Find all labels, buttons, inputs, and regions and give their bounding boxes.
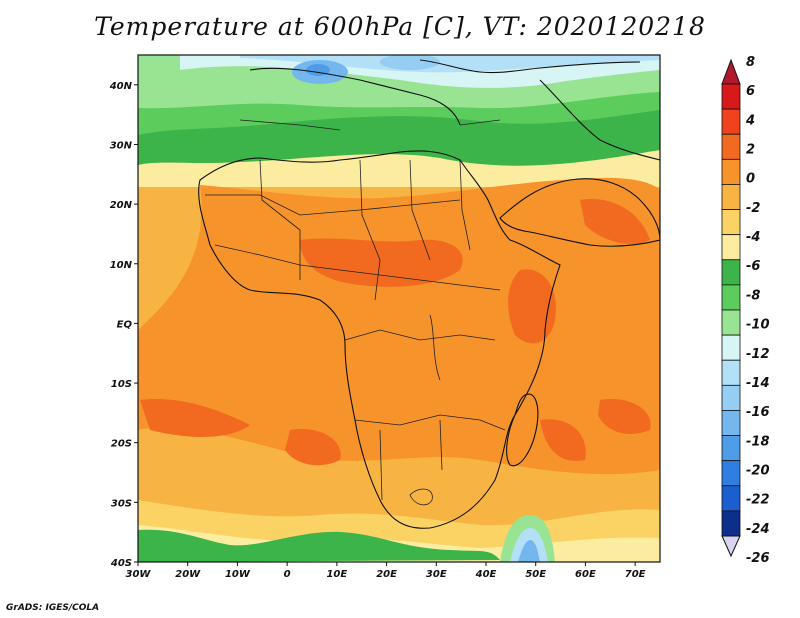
field-hot-indian-ocean	[598, 399, 651, 435]
lat-tick-label: 20S	[111, 439, 132, 450]
border-west	[259, 159, 301, 280]
colorbar-label: -26	[746, 551, 770, 566]
lat-tick-label: 30N	[110, 140, 133, 151]
lon-tick-label: 30E	[426, 569, 447, 580]
colorbar-swatch	[721, 485, 741, 512]
colorbar-label: -12	[746, 347, 770, 362]
lat-tick-label: 20N	[110, 200, 133, 211]
colorbar-label: -6	[746, 259, 760, 274]
colorbar-label: 2	[746, 143, 755, 158]
field-cold-core-2	[380, 55, 440, 70]
colorbar-swatch	[721, 435, 741, 462]
country-borders	[205, 119, 506, 506]
border-congo	[344, 329, 496, 341]
colorbar-swatch	[721, 359, 741, 386]
mediterranean-north-coast	[249, 67, 461, 126]
border-central	[409, 159, 431, 261]
colorbar-swatch	[721, 384, 741, 411]
border-south-vertical	[379, 419, 443, 501]
colorbar-label: -8	[746, 288, 760, 303]
lon-tick-label: 10E	[326, 569, 347, 580]
colorbar-swatch	[721, 334, 741, 361]
colorbar-swatch	[721, 108, 741, 135]
lon-tick-label: 20W	[175, 569, 201, 580]
field-hot-sahel	[300, 238, 463, 287]
field-hot-east	[508, 269, 556, 344]
lat-tick-label: 10N	[110, 260, 133, 271]
colorbar-label: -10	[746, 318, 770, 333]
field-hot-southwest	[285, 429, 341, 466]
colorbar-swatch	[721, 460, 741, 487]
border-southern	[354, 414, 506, 431]
colorbar-label: -22	[746, 493, 770, 508]
border-central-west	[359, 159, 381, 301]
colorbar-swatch	[721, 510, 741, 537]
border-north	[239, 119, 501, 131]
field-south-green	[138, 529, 500, 562]
colorbar-label: -4	[746, 230, 760, 245]
colorbar-label: -14	[746, 376, 770, 391]
madagascar-coastline	[506, 393, 539, 467]
lat-tick-label: EQ	[117, 319, 133, 330]
border-lesotho	[409, 488, 433, 506]
gulf-coast	[539, 79, 660, 161]
colorbar-label: -20	[746, 464, 770, 479]
border-sahara-band	[205, 194, 461, 216]
field-warm-region	[138, 177, 660, 475]
rift-lakes	[429, 314, 441, 381]
colorbar-label: 6	[746, 84, 755, 99]
lat-tick-label: 40S	[110, 558, 132, 569]
lon-tick-label: 50E	[525, 569, 546, 580]
colorbar-label: -18	[746, 434, 770, 449]
colorbar-swatch	[721, 83, 741, 110]
field-south-blue	[518, 540, 540, 562]
colorbar-top-triangle	[721, 58, 741, 85]
colorbar-swatch	[721, 259, 741, 286]
colorbar-swatch	[721, 133, 741, 160]
lat-tick-label: 10S	[111, 379, 132, 390]
plot-frame	[137, 54, 661, 563]
field-hot-south-indian	[540, 419, 586, 461]
latitude-ticks: 40S 30S 20S 10S EQ 10N 20N 30N 40N	[109, 81, 138, 569]
border-sahel	[214, 244, 501, 291]
colorbar-swatch	[721, 309, 741, 336]
colorbar-bottom-triangle	[721, 535, 741, 558]
grads-credit: GrADS: IGES/COLA	[6, 603, 100, 613]
colorbar-swatch	[721, 184, 741, 210]
lon-tick-label: 60E	[575, 569, 596, 580]
lon-tick-label: 20E	[376, 569, 397, 580]
lat-tick-label: 30S	[111, 498, 132, 509]
colorbar-swatch	[721, 158, 741, 185]
field-hot-atlantic	[140, 399, 250, 437]
colorbar-label: -2	[746, 201, 760, 216]
lon-tick-label: 40E	[475, 569, 497, 580]
longitude-ticks: 30W 20W 10W 0 10E 20E 30E 40E 50E 60E 70E	[126, 562, 646, 580]
lon-tick-label: 30W	[126, 569, 152, 580]
colorbar-swatch	[721, 410, 741, 436]
temperature-field	[138, 55, 660, 562]
colorbar-swatch	[721, 284, 741, 311]
lon-tick-label: 0	[284, 569, 291, 580]
black-sea-coast	[419, 59, 641, 74]
lon-tick-label: 10W	[225, 569, 251, 580]
lon-tick-label: 70E	[625, 569, 646, 580]
colorbar-swatch	[721, 234, 741, 261]
map-title: Temperature at 600hPa [C], VT: 202012021…	[94, 12, 706, 41]
colorbar-label: -24	[746, 522, 770, 537]
colorbar-label: 4	[745, 113, 755, 128]
colorbar: 8 6 4 2 0 -2 -4 -6 -8 -10 -12 -14 -16 -18 -20 -22 -24 -26	[721, 55, 770, 566]
colorbar-label: 8	[746, 55, 755, 70]
field-band-light-blue	[240, 55, 660, 73]
colorbar-swatch	[721, 209, 741, 236]
lat-tick-label: 40N	[109, 81, 133, 92]
colorbar-label: -16	[746, 405, 770, 420]
colorbar-label: 0	[746, 172, 755, 187]
africa-coastline	[198, 150, 561, 529]
border-east	[459, 159, 471, 251]
field-hot-arabian-sea	[580, 199, 650, 245]
